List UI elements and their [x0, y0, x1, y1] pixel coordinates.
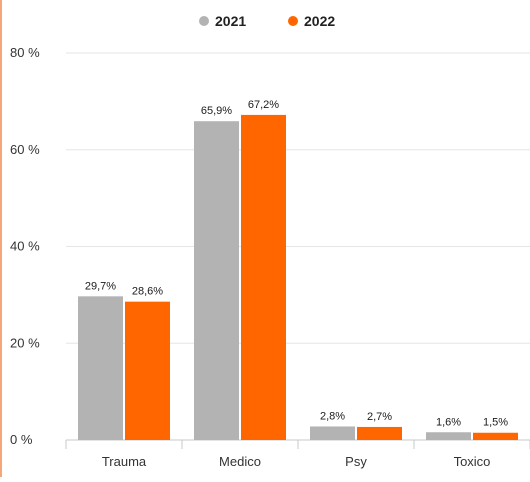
- x-tick-label: Toxico: [454, 454, 491, 469]
- data-label: 2,8%: [320, 410, 345, 422]
- data-label: 65,9%: [201, 105, 232, 117]
- legend-marker-2021: [199, 16, 209, 26]
- data-label: 1,5%: [483, 417, 508, 429]
- x-tick-label: Psy: [345, 454, 367, 469]
- y-tick-label: 0 %: [10, 432, 33, 447]
- x-tick-label: Medico: [219, 454, 261, 469]
- bar-2021-psy: [310, 426, 355, 440]
- y-tick-label: 20 %: [10, 335, 40, 350]
- bar-2022-psy: [357, 426, 402, 440]
- bar-2021-medico: [194, 121, 239, 441]
- data-label: 2,7%: [367, 411, 392, 423]
- data-label: 28,6%: [132, 286, 163, 298]
- bar-2022-medico: [241, 114, 286, 441]
- legend-label: 2021: [215, 13, 246, 29]
- data-label: 29,7%: [85, 280, 116, 292]
- y-tick-label: 40 %: [10, 239, 40, 254]
- legend-marker-2022: [288, 16, 298, 26]
- left-accent-border: [0, 0, 2, 477]
- data-label: 67,2%: [248, 99, 279, 111]
- y-tick-label: 80 %: [10, 45, 40, 60]
- y-tick-label: 60 %: [10, 142, 40, 157]
- data-label: 1,6%: [436, 416, 461, 428]
- bar-2021-toxico: [426, 432, 471, 440]
- bar-2022-toxico: [473, 432, 518, 440]
- legend-label: 2022: [304, 13, 335, 29]
- bar-2021-trauma: [78, 296, 123, 440]
- bar-2022-trauma: [125, 301, 170, 440]
- x-tick-label: Trauma: [102, 454, 147, 469]
